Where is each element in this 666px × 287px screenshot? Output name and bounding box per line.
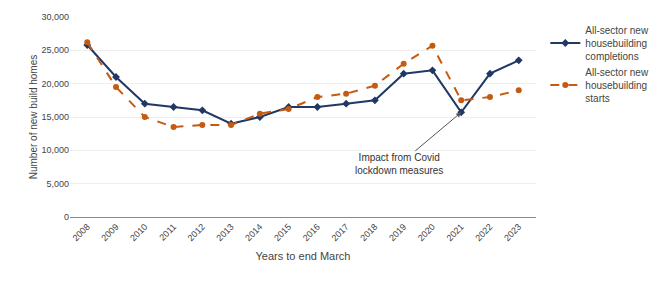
svg-text:2023: 2023	[502, 222, 523, 243]
svg-text:2008: 2008	[71, 222, 92, 243]
svg-text:Years to end March: Years to end March	[256, 250, 351, 262]
svg-text:2020: 2020	[416, 222, 437, 243]
svg-text:30,000: 30,000	[41, 12, 69, 22]
svg-text:2012: 2012	[186, 222, 207, 243]
svg-text:All-sector newhousebuildingsta: All-sector newhousebuildingstarts	[585, 67, 649, 104]
svg-text:Impact from Covidlockdown meas: Impact from Covidlockdown measures	[355, 152, 443, 176]
svg-text:Number of new build homes: Number of new build homes	[28, 55, 39, 180]
svg-text:2013: 2013	[214, 222, 235, 243]
svg-text:2022: 2022	[473, 222, 494, 243]
svg-text:2010: 2010	[128, 222, 149, 243]
svg-text:25,000: 25,000	[41, 45, 69, 55]
svg-text:20,000: 20,000	[41, 79, 69, 89]
svg-text:15,000: 15,000	[41, 112, 69, 122]
svg-text:2021: 2021	[445, 222, 466, 243]
svg-text:2014: 2014	[243, 222, 264, 243]
svg-text:2017: 2017	[330, 222, 351, 243]
svg-text:2019: 2019	[387, 222, 408, 243]
svg-text:2011: 2011	[157, 222, 178, 243]
svg-text:10,000: 10,000	[41, 145, 69, 155]
svg-text:All-sector newhousebuildingcom: All-sector newhousebuildingcompletions	[585, 25, 649, 62]
svg-text:5,000: 5,000	[46, 179, 69, 189]
svg-text:2015: 2015	[272, 222, 293, 243]
svg-text:2018: 2018	[358, 222, 379, 243]
svg-text:2016: 2016	[301, 222, 322, 243]
svg-text:0: 0	[64, 212, 69, 222]
svg-text:2009: 2009	[99, 222, 120, 243]
